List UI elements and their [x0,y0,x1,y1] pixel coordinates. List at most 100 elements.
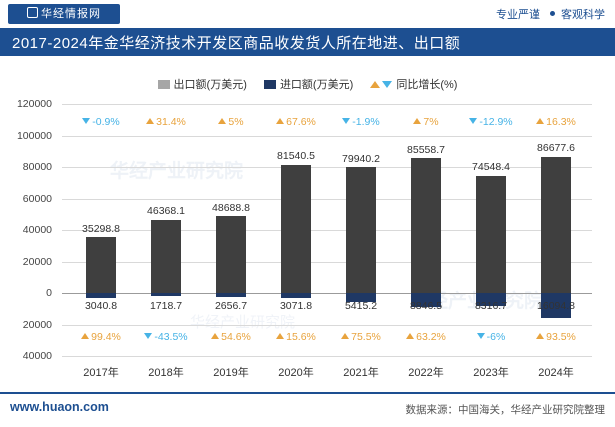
x-tick-label: 2017年 [83,367,119,379]
footer: www.huaon.com 数据来源：中国海关，华经产业研究院整理 [0,394,615,427]
legend-item-import[interactable]: 进口额(万美元) [263,76,354,92]
bar-import[interactable] [216,293,246,298]
growth-label: 5% [195,116,267,128]
site-logo[interactable]: 华经情报网 [8,4,120,24]
bar-value-label: 8846.5 [409,300,443,312]
bar-value-label: 1718.7 [149,300,183,312]
bar-import[interactable] [411,293,441,307]
triangle-down-icon [469,118,478,124]
logo-text: 华经情报网 [41,8,101,20]
bar-import[interactable] [476,293,506,307]
bar-import[interactable] [281,293,311,298]
data-source: 数据来源：中国海关，华经产业研究院整理 [405,404,606,416]
triangle-down-icon [144,333,153,339]
bar-import[interactable] [151,293,181,296]
bar-value-label: 81540.5 [277,150,315,162]
bar-value-label: 48688.8 [212,202,250,214]
chart-legend: 出口额(万美元) 进口额(万美元) 同比增长(%) [0,76,615,92]
y-tick-label: 80000 [22,161,52,173]
title-bar: 2017-2024年金华经济技术开发区商品收发货人所在地进、出口额 [0,28,615,56]
growth-label: 75.5% [325,331,397,343]
legend-swatch-icon [157,80,170,89]
growth-label: 54.6% [195,331,267,343]
growth-label: -43.5% [130,331,202,343]
bar-export[interactable] [86,237,116,293]
slogan-left: 专业严谨 [496,9,540,21]
triangle-up-icon [341,333,350,339]
y-tick-label: 0 [46,287,52,299]
slogan: 专业严谨 客观科学 [496,6,605,22]
triangle-up-icon [370,81,381,88]
bar-import[interactable] [541,293,571,319]
growth-label: 93.5% [520,331,592,343]
bar-import[interactable] [86,293,116,298]
triangle-down-icon [342,118,351,124]
slogan-right: 客观科学 [561,9,605,21]
x-tick-label: 2022年 [408,367,444,379]
growth-label: 67.6% [260,116,332,128]
bar-import[interactable] [346,293,376,302]
legend-label: 出口额(万美元) [173,79,247,91]
legend-swatch-icon [263,80,276,89]
bar-value-label: 86677.6 [537,142,575,154]
bar-export[interactable] [541,156,571,293]
y-tick-label: 40000 [22,224,52,236]
bar-export[interactable] [216,216,246,293]
y-tick-label: 40000 [22,350,52,362]
bar-value-label: 46368.1 [147,205,185,217]
triangle-up-icon [536,118,545,124]
x-axis-labels: 2017年 2018年 2019年 2020年 2021年 2022年 2023… [62,364,592,380]
x-tick-label: 2021年 [343,367,379,379]
triangle-up-icon [218,118,227,124]
growth-label: -1.9% [325,116,397,128]
legend-item-export[interactable]: 出口额(万美元) [157,76,247,92]
bar-export[interactable] [346,167,376,293]
bar-export[interactable] [151,220,181,293]
bar-export[interactable] [476,175,506,293]
bar-export[interactable] [411,158,441,293]
growth-label: -0.9% [65,116,137,128]
grid-lines [62,104,592,357]
bar-value-label: 85558.7 [407,144,445,156]
y-tick-label: 120000 [16,98,52,110]
triangle-up-icon [406,333,415,339]
chart-area: 华经产业研究院 华经产业研究院 华经产业研究院 出口额(万美元) 进口额(万美元… [0,56,615,386]
bar-value-label: 3040.8 [84,300,118,312]
legend-item-growth[interactable]: 同比增长(%) [370,76,457,92]
triangle-up-icon [276,333,285,339]
x-tick-label: 2023年 [473,367,509,379]
bar-value-label: 74548.4 [472,161,510,173]
x-tick-label: 2019年 [213,367,249,379]
bar-value-label: 2656.7 [214,300,248,312]
bar-value-label: 8316.7 [474,300,508,312]
triangle-up-icon [536,333,545,339]
bar-value-label: 79940.2 [342,153,380,165]
legend-label: 进口额(万美元) [279,79,354,91]
triangle-up-icon [146,118,155,124]
bar-value-label: 3071.8 [279,300,313,312]
site-url[interactable]: www.huaon.com [10,400,109,414]
triangle-up-icon [81,333,90,339]
growth-label: -6% [455,331,527,343]
dot-icon [550,11,555,16]
report-icon [27,7,38,18]
triangle-down-icon [476,333,485,339]
growth-label: 16.3% [520,116,592,128]
bar-value-label: 35298.8 [82,223,120,235]
bar-export[interactable] [281,164,311,293]
y-tick-label: 60000 [22,192,52,205]
y-tick-label: 20000 [22,318,52,331]
footer-rule [0,392,615,394]
triangle-up-icon [413,118,422,124]
growth-label: 99.4% [65,331,137,343]
x-tick-label: 2024年 [538,367,574,379]
y-tick-label: 100000 [16,129,52,142]
bar-value-label: 16094.8 [537,300,575,312]
bar-value-label: 5415.2 [344,300,378,312]
x-tick-label: 2020年 [278,367,314,379]
triangle-up-icon [276,118,285,124]
triangle-up-icon [211,333,220,339]
top-bar: 华经情报网 专业严谨 客观科学 [0,0,615,28]
growth-label: -12.9% [455,116,527,128]
